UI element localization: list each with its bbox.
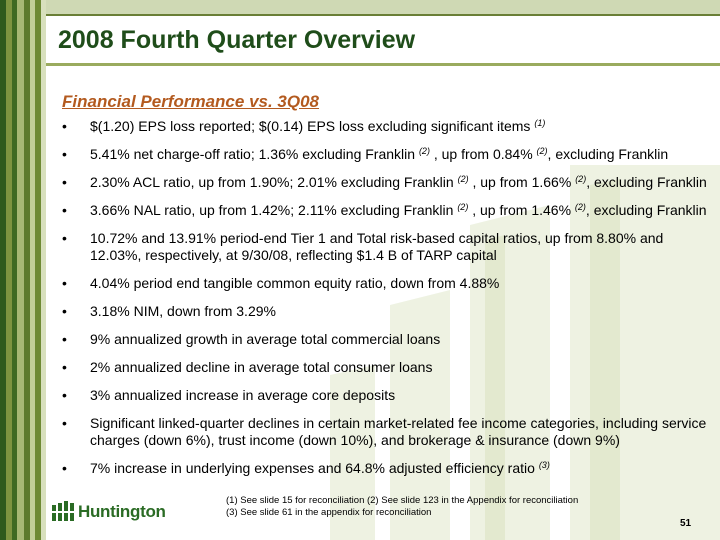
footnote-line: (3) See slide 61 in the appendix for rec… [226,507,432,518]
bullet-text: 3.18% NIM, down from 3.29% [90,303,276,319]
bullet-text: 10.72% and 13.91% period-end Tier 1 and … [90,230,664,263]
section-subtitle: Financial Performance vs. 3Q08 [62,92,320,111]
footnote-ref: (2) [457,174,469,184]
bullet-dot: • [62,118,67,134]
bullet-text: , up from 0.84% [429,146,537,162]
bullet-item: • 2% annualized decline in average total … [60,359,710,376]
bullet-text: , excluding Franklin [585,202,707,218]
footnote-ref: (3) [538,460,550,470]
bullet-text: 3.66% NAL ratio, up from 1.42%; 2.11% ex… [90,202,458,218]
left-stripe-band [0,0,46,540]
footnote-line: (1) See slide 15 for reconciliation (2) … [226,495,579,506]
bullet-dot: • [62,230,67,246]
bullet-text: 9% annualized growth in average total co… [90,331,441,347]
bullet-text: 7% increase in underlying expenses and 6… [90,460,539,476]
stripe [35,0,41,540]
bullet-text: 4.04% period end tangible common equity … [90,275,500,291]
bullet-dot: • [62,202,67,218]
bullet-list: • $(1.20) EPS loss reported; $(0.14) EPS … [60,118,710,488]
bullet-text: $(1.20) EPS loss reported; $(0.14) EPS l… [90,118,535,134]
bullet-text: , excluding Franklin [586,174,707,190]
bullet-item: • 2.30% ACL ratio, up from 1.90%; 2.01% e… [60,174,710,191]
slide-title: 2008 Fourth Quarter Overview [58,26,416,54]
page-number: 51 [680,518,692,529]
logo-text: Huntington [78,502,166,521]
stripe [12,0,17,540]
bullet-item: • 4.04% period end tangible common equity… [60,275,710,292]
footnote-ref: (1) [534,118,546,128]
bullet-text: 2.30% ACL ratio, up from 1.90%; 2.01% ex… [90,174,458,190]
stripe [24,0,30,540]
bullet-dot: • [62,359,67,375]
bullet-text: 5.41% net charge-off ratio; 1.36% exclud… [90,146,419,162]
background-building-art [330,165,720,540]
bullet-text: 3% annualized increase in average core d… [90,387,396,403]
bullet-dot: • [62,146,67,162]
bullet-item: • 7% increase in underlying expenses and … [60,460,710,477]
bullet-item: • 9% annualized growth in average total c… [60,331,710,348]
bullet-item: • Significant linked-quarter declines in … [60,415,710,449]
top-rule [46,14,720,16]
stripe [41,0,46,540]
bullet-dot: • [62,415,67,431]
footnote-ref: (2) [418,146,430,156]
bullet-item: • 3.18% NIM, down from 3.29% [60,303,710,320]
stripe [0,0,6,540]
stripe [30,0,35,540]
footnote-ref: (2) [457,202,469,212]
bullet-item: • 5.41% net charge-off ratio; 1.36% exclu… [60,146,710,163]
stripe [6,0,12,540]
footnote-ref: (2) [575,174,587,184]
huntington-logo: Huntington [52,501,166,523]
footnote-ref: (2) [574,202,586,212]
bullet-item: • $(1.20) EPS loss reported; $(0.14) EPS … [60,118,710,135]
bullet-text: 2% annualized decline in average total c… [90,359,433,375]
bullet-dot: • [62,331,67,347]
top-bar [46,0,720,14]
bullet-dot: • [62,303,67,319]
footnote-ref: (2) [536,146,548,156]
bullet-item: • 10.72% and 13.91% period-end Tier 1 and… [60,230,710,264]
bullet-dot: • [62,387,67,403]
huntington-logo-icon [52,501,74,521]
footnotes: (1) See slide 15 for reconciliation (2) … [226,495,578,519]
bullet-item: • 3% annualized increase in average core … [60,387,710,404]
bullet-text: , excluding Franklin [547,146,669,162]
stripe [17,0,24,540]
title-rule [46,63,720,66]
bullet-dot: • [62,174,67,190]
bullet-text: , up from 1.66% [468,174,576,190]
bullet-text: , up from 1.46% [468,202,575,218]
bullet-dot: • [62,275,67,291]
bullet-text: Significant linked-quarter declines in c… [90,415,707,448]
bullet-dot: • [62,460,67,476]
bullet-item: • 3.66% NAL ratio, up from 1.42%; 2.11% e… [60,202,710,219]
